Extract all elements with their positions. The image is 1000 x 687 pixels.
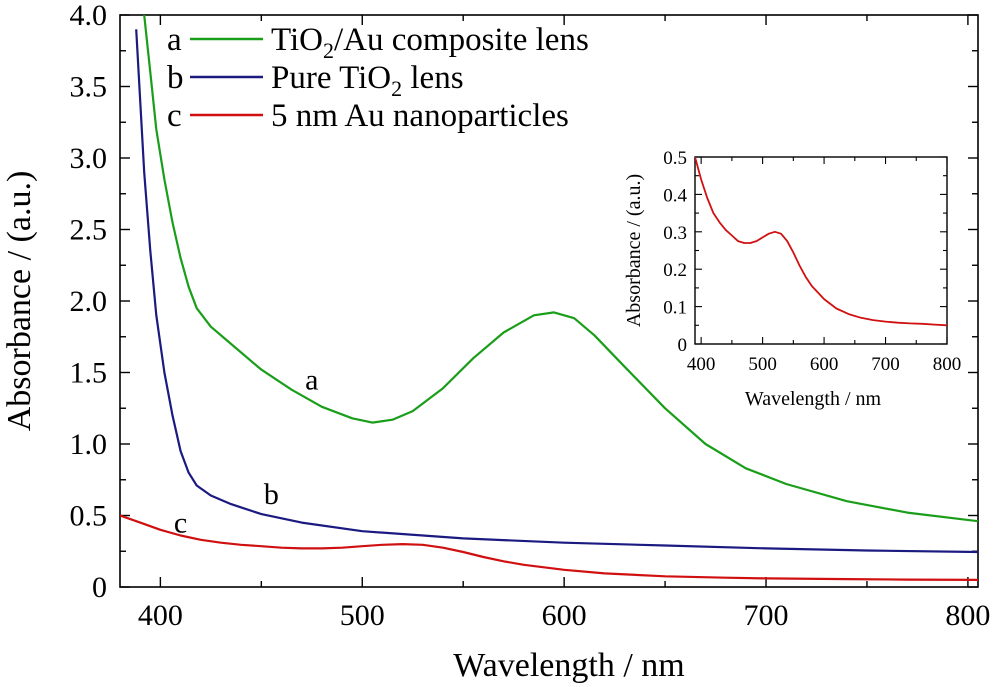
legend-letter: c (167, 98, 182, 134)
curve-annotation-b: b (264, 478, 279, 511)
legend-label-subscript: 2 (391, 76, 402, 101)
inset-x-axis-title: Wavelength / nm (745, 388, 882, 410)
x-tick-label: 800 (945, 599, 990, 632)
inset-plot: 400 500 600 700 800 0 0.1 0.2 0.3 0.4 0.5 Wavelengt… (623, 148, 961, 410)
x-tick-label: 600 (542, 599, 587, 632)
legend-label: 5 nm Au nanoparticles (271, 98, 569, 134)
series-a-line (143, 15, 978, 523)
legend-label-part: /Au composite lens (334, 22, 589, 58)
y-tick-label: 0.5 (70, 500, 108, 533)
y-tick-label: 4.0 (70, 0, 108, 32)
y-tick-label: 1.5 (70, 357, 108, 390)
x-tick-label: 500 (340, 599, 385, 632)
inset-y-tick-label: 0.4 (663, 185, 687, 206)
inset-y-tick-label: 0.2 (663, 260, 687, 281)
legend-label-part: Pure TiO (271, 60, 391, 96)
legend-label: Pure TiO2 lens (271, 60, 464, 101)
inset-y-tick-label: 0 (678, 335, 688, 356)
x-axis-title: Wavelength / nm (453, 647, 684, 684)
y-tick-label: 1.0 (70, 428, 108, 461)
x-tick-label: 400 (138, 599, 183, 632)
inset-x-tick-label: 600 (810, 354, 839, 375)
inset-y-tick-label: 0.3 (663, 223, 687, 244)
legend-label-part: TiO (271, 22, 323, 58)
inset-y-axis-title: Absorbance / (a.u.) (623, 174, 645, 327)
x-tick-label: 700 (744, 599, 789, 632)
legend-label-part: 5 nm Au nanoparticles (271, 98, 569, 134)
legend-label-part: lens (402, 60, 463, 96)
curve-annotation-c: c (174, 507, 187, 540)
inset-plot-frame (694, 156, 948, 345)
series-c-line (120, 514, 978, 581)
y-tick-label: 3.5 (70, 71, 108, 104)
inset-x-tick-label: 800 (933, 354, 962, 375)
legend-letter: a (167, 22, 182, 58)
y-axis-title: Absorbance / (a.u.) (1, 171, 38, 432)
legend-letter: b (167, 60, 184, 96)
y-tick-label: 3.0 (70, 142, 108, 175)
inset-x-tick-label: 500 (748, 354, 777, 375)
y-tick-label: 2.5 (70, 214, 108, 247)
legend-label-subscript: 2 (323, 38, 334, 63)
series-b-line (135, 29, 978, 554)
y-tick-label: 0 (92, 571, 107, 604)
inset-x-tick-label: 700 (871, 354, 900, 375)
inset-series-line (695, 157, 947, 327)
inset-y-tick-label: 0.5 (663, 148, 687, 169)
curve-annotation-a: a (305, 364, 318, 397)
y-tick-label: 2.0 (70, 285, 108, 318)
inset-x-tick-label: 400 (687, 354, 716, 375)
inset-y-tick-label: 0.1 (663, 298, 687, 319)
legend-label: TiO2/Au composite lens (271, 22, 589, 63)
